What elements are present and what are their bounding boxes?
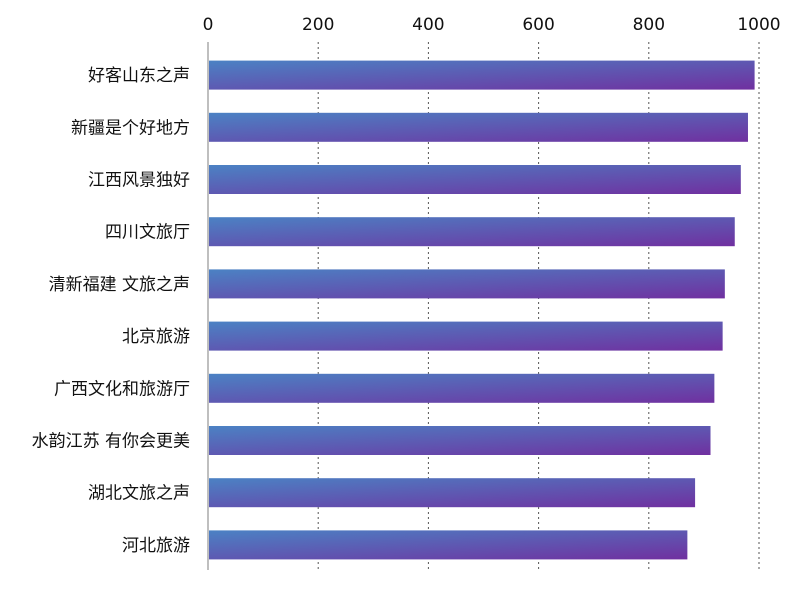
category-label: 广西文化和旅游厅 bbox=[54, 379, 190, 399]
x-tick-label: 1000 bbox=[737, 15, 780, 35]
bar bbox=[209, 112, 748, 142]
category-label: 新疆是个好地方 bbox=[71, 118, 190, 138]
category-label: 清新福建 文旅之声 bbox=[49, 275, 190, 295]
category-label: 湖北文旅之声 bbox=[88, 484, 190, 504]
bar bbox=[209, 321, 723, 351]
category-label: 好客山东之声 bbox=[88, 66, 190, 86]
bar bbox=[209, 426, 711, 455]
x-tick-label: 200 bbox=[302, 15, 334, 35]
bar bbox=[209, 373, 715, 403]
bar bbox=[209, 530, 688, 560]
category-label: 水韵江苏 有你会更美 bbox=[32, 432, 190, 452]
x-tick-label: 400 bbox=[412, 15, 444, 35]
bar bbox=[209, 478, 696, 508]
category-label: 江西风景独好 bbox=[88, 171, 190, 191]
bar bbox=[209, 60, 755, 90]
category-label: 北京旅游 bbox=[122, 327, 190, 347]
x-tick-label: 0 bbox=[203, 15, 214, 35]
bar bbox=[209, 269, 725, 299]
bar-layer bbox=[209, 60, 755, 560]
category-label: 四川文旅厅 bbox=[105, 223, 190, 243]
category-label: 河北旅游 bbox=[122, 536, 190, 556]
x-tick-label: 600 bbox=[522, 15, 554, 35]
x-axis-ticks: 0 200 400 600 800 1000 bbox=[203, 15, 781, 35]
bar bbox=[209, 217, 735, 247]
x-tick-label: 800 bbox=[633, 15, 665, 35]
bar bbox=[209, 165, 741, 194]
